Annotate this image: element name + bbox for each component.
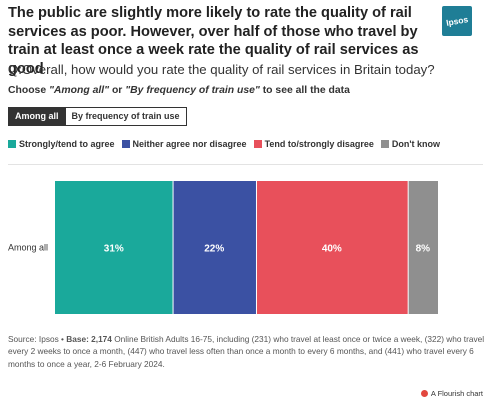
view-toggle: Among all By frequency of train use: [8, 107, 187, 126]
legend-swatch-agree: [8, 140, 16, 148]
toggle-among-all-button[interactable]: Among all: [8, 107, 66, 126]
flourish-credit[interactable]: A Flourish chart: [420, 389, 483, 398]
choose-option-1: "Among all": [49, 85, 110, 96]
category-label: Among all: [8, 243, 48, 253]
choose-instructions: Choose "Among all" or "By frequency of t…: [8, 85, 350, 96]
choose-mid: or: [109, 85, 126, 96]
ipsos-logo: Ipsos: [442, 6, 472, 36]
legend-swatch-neither: [121, 140, 130, 148]
bar-segment-0[interactable]: [55, 181, 173, 314]
legend-label-dont-know: Don't know: [391, 139, 441, 149]
legend-swatch-dont-know: [380, 140, 389, 148]
legend-label-agree: Strongly/tend to agree: [19, 139, 115, 149]
bar-segment-1[interactable]: [173, 181, 256, 314]
data-label-2: 40%: [322, 244, 342, 255]
stacked-bar-chart: Among all 31% 22% 40% 8%: [8, 181, 438, 314]
bar-segment-2[interactable]: [256, 181, 408, 314]
legend-divider: [8, 164, 483, 165]
chart-title: The public are slightly more likely to r…: [8, 5, 419, 77]
toggle-by-frequency-button[interactable]: By frequency of train use: [65, 107, 187, 126]
legend-item-dont-know[interactable]: Don't know: [380, 139, 441, 149]
choose-suffix: to see all the data: [259, 85, 350, 96]
source-note: Source: Ipsos • Base: 2,174 Online Briti…: [8, 333, 488, 370]
choose-option-2: "By frequency of train use": [125, 85, 260, 96]
flourish-icon: [420, 390, 428, 397]
legend-label-neither: Neither agree nor disagree: [132, 139, 247, 149]
question-text: Q:Overall, how would you rate the qualit…: [8, 62, 435, 77]
flourish-credit-text: A Flourish chart: [430, 389, 483, 398]
logo-text: Ipsos: [445, 14, 469, 28]
data-label-3: 8%: [416, 244, 431, 255]
legend-swatch-disagree: [253, 140, 262, 148]
source-prefix: Source: Ipsos •: [8, 334, 67, 344]
source-text: Online British Adults 16-75, including (…: [8, 334, 485, 369]
data-label-1: 22%: [204, 244, 224, 255]
legend-item-disagree[interactable]: Tend to/strongly disagree: [253, 139, 374, 149]
data-label-0: 31%: [104, 244, 124, 255]
legend-item-neither[interactable]: Neither agree nor disagree: [121, 139, 247, 149]
bar-segment-3[interactable]: [408, 181, 438, 314]
legend-item-agree[interactable]: Strongly/tend to agree: [8, 139, 115, 149]
chart-legend: Strongly/tend to agree Neither agree nor…: [8, 139, 447, 149]
source-base: Base: 2,174: [66, 334, 112, 344]
legend-label-disagree: Tend to/strongly disagree: [264, 139, 374, 149]
choose-prefix: Choose: [8, 85, 49, 96]
